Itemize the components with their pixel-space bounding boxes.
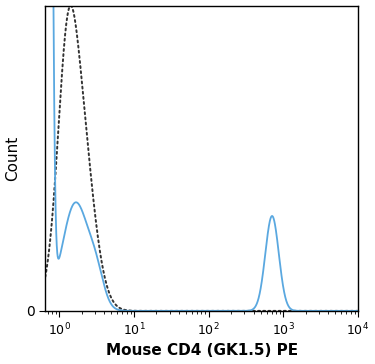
- X-axis label: Mouse CD4 (GK1.5) PE: Mouse CD4 (GK1.5) PE: [105, 344, 298, 359]
- Y-axis label: Count: Count: [6, 135, 21, 181]
